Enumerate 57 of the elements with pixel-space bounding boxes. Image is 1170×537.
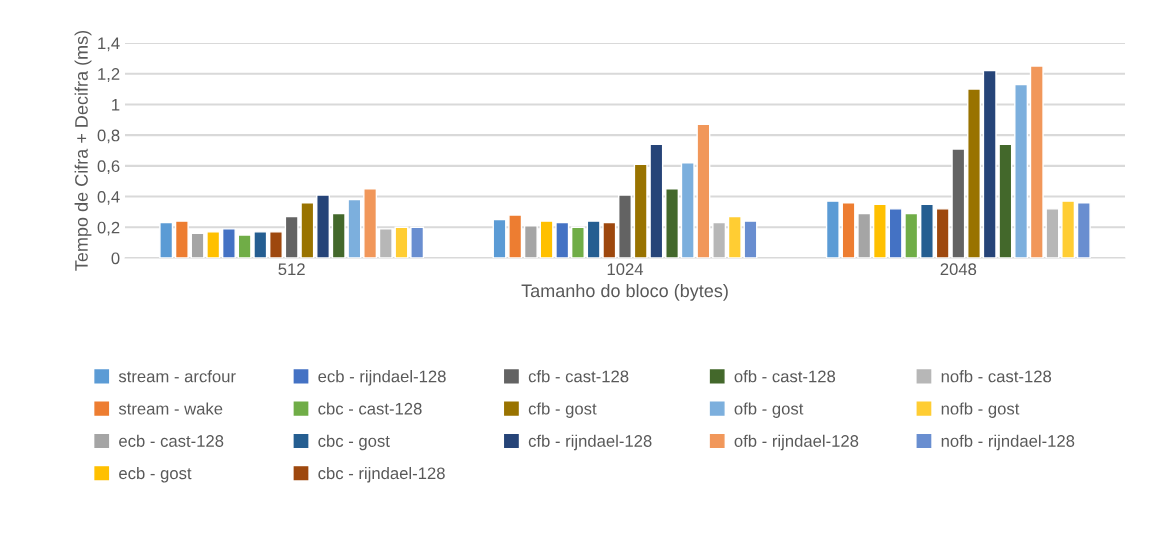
- bar: [492, 218, 507, 258]
- legend-label: ofb - gost: [734, 402, 804, 418]
- legend-label: ecb - gost: [119, 466, 192, 483]
- bar: [316, 194, 331, 258]
- bar: [410, 226, 425, 258]
- bar: [363, 188, 378, 258]
- legend-label: cbc - rijndael-128: [318, 466, 445, 483]
- legend-label: cbc - gost: [318, 434, 390, 451]
- bar: [712, 221, 727, 258]
- legend-label: cfb - rijndael-128: [528, 434, 652, 451]
- bar: [394, 226, 409, 258]
- bar: [378, 228, 393, 258]
- legend-label: stream - wake: [118, 402, 223, 415]
- y-tick-label: 1,4: [98, 37, 120, 52]
- legend-label: nofb - rijndael-128: [941, 434, 1075, 451]
- y-tick-label: 1,2: [98, 68, 120, 82]
- legend-label: cfb - gost: [528, 402, 597, 418]
- x-axis-title: Tamanho do bloco (bytes): [521, 283, 728, 301]
- x-tick-label: 512: [278, 263, 305, 276]
- bar: [727, 215, 742, 258]
- legend-label: cbc - cast-128: [318, 402, 422, 415]
- bar: [967, 88, 981, 258]
- legend-label: ofb - cast-128: [734, 370, 836, 383]
- bar: [841, 202, 856, 258]
- bar: [1076, 202, 1091, 258]
- x-tick-label: 2048: [940, 263, 977, 276]
- bar: [665, 188, 680, 258]
- legend-label: cfb - cast-128: [528, 370, 629, 383]
- bar: [508, 214, 523, 258]
- x-tick-label: 1024: [607, 263, 644, 276]
- y-tick-label: 0,6: [97, 160, 120, 175]
- y-tick-label: 0,8: [97, 129, 120, 144]
- y-axis-title: Tempo de Cifra + Decifra (ms): [74, 30, 92, 271]
- y-tick-label: 0: [111, 252, 120, 265]
- bar: [618, 194, 632, 258]
- bar: [919, 203, 934, 258]
- y-tick-label: 0,2: [97, 221, 120, 236]
- y-tick-label: 1: [112, 99, 120, 111]
- bar: [523, 225, 538, 258]
- bar: [743, 220, 758, 258]
- legend-label: ofb - rijndael-128: [734, 434, 859, 451]
- bar: [221, 228, 236, 258]
- bar: [857, 212, 872, 258]
- legend-label: nofb - gost: [941, 402, 1020, 418]
- legend-label: stream - arcfour: [118, 370, 236, 383]
- legend-label: ecb - rijndael-128: [318, 370, 446, 386]
- bar: [1061, 200, 1076, 258]
- y-tick-label: 0,4: [97, 190, 120, 205]
- bar: [872, 203, 887, 258]
- bar: [174, 220, 189, 258]
- legend-label: ecb - cast-128: [119, 434, 224, 447]
- bar: [570, 226, 585, 258]
- bar: [159, 221, 174, 258]
- bar: [1014, 83, 1029, 258]
- bar: [825, 200, 840, 258]
- legend-label: nofb - cast-128: [941, 370, 1052, 383]
- bar: [269, 231, 283, 258]
